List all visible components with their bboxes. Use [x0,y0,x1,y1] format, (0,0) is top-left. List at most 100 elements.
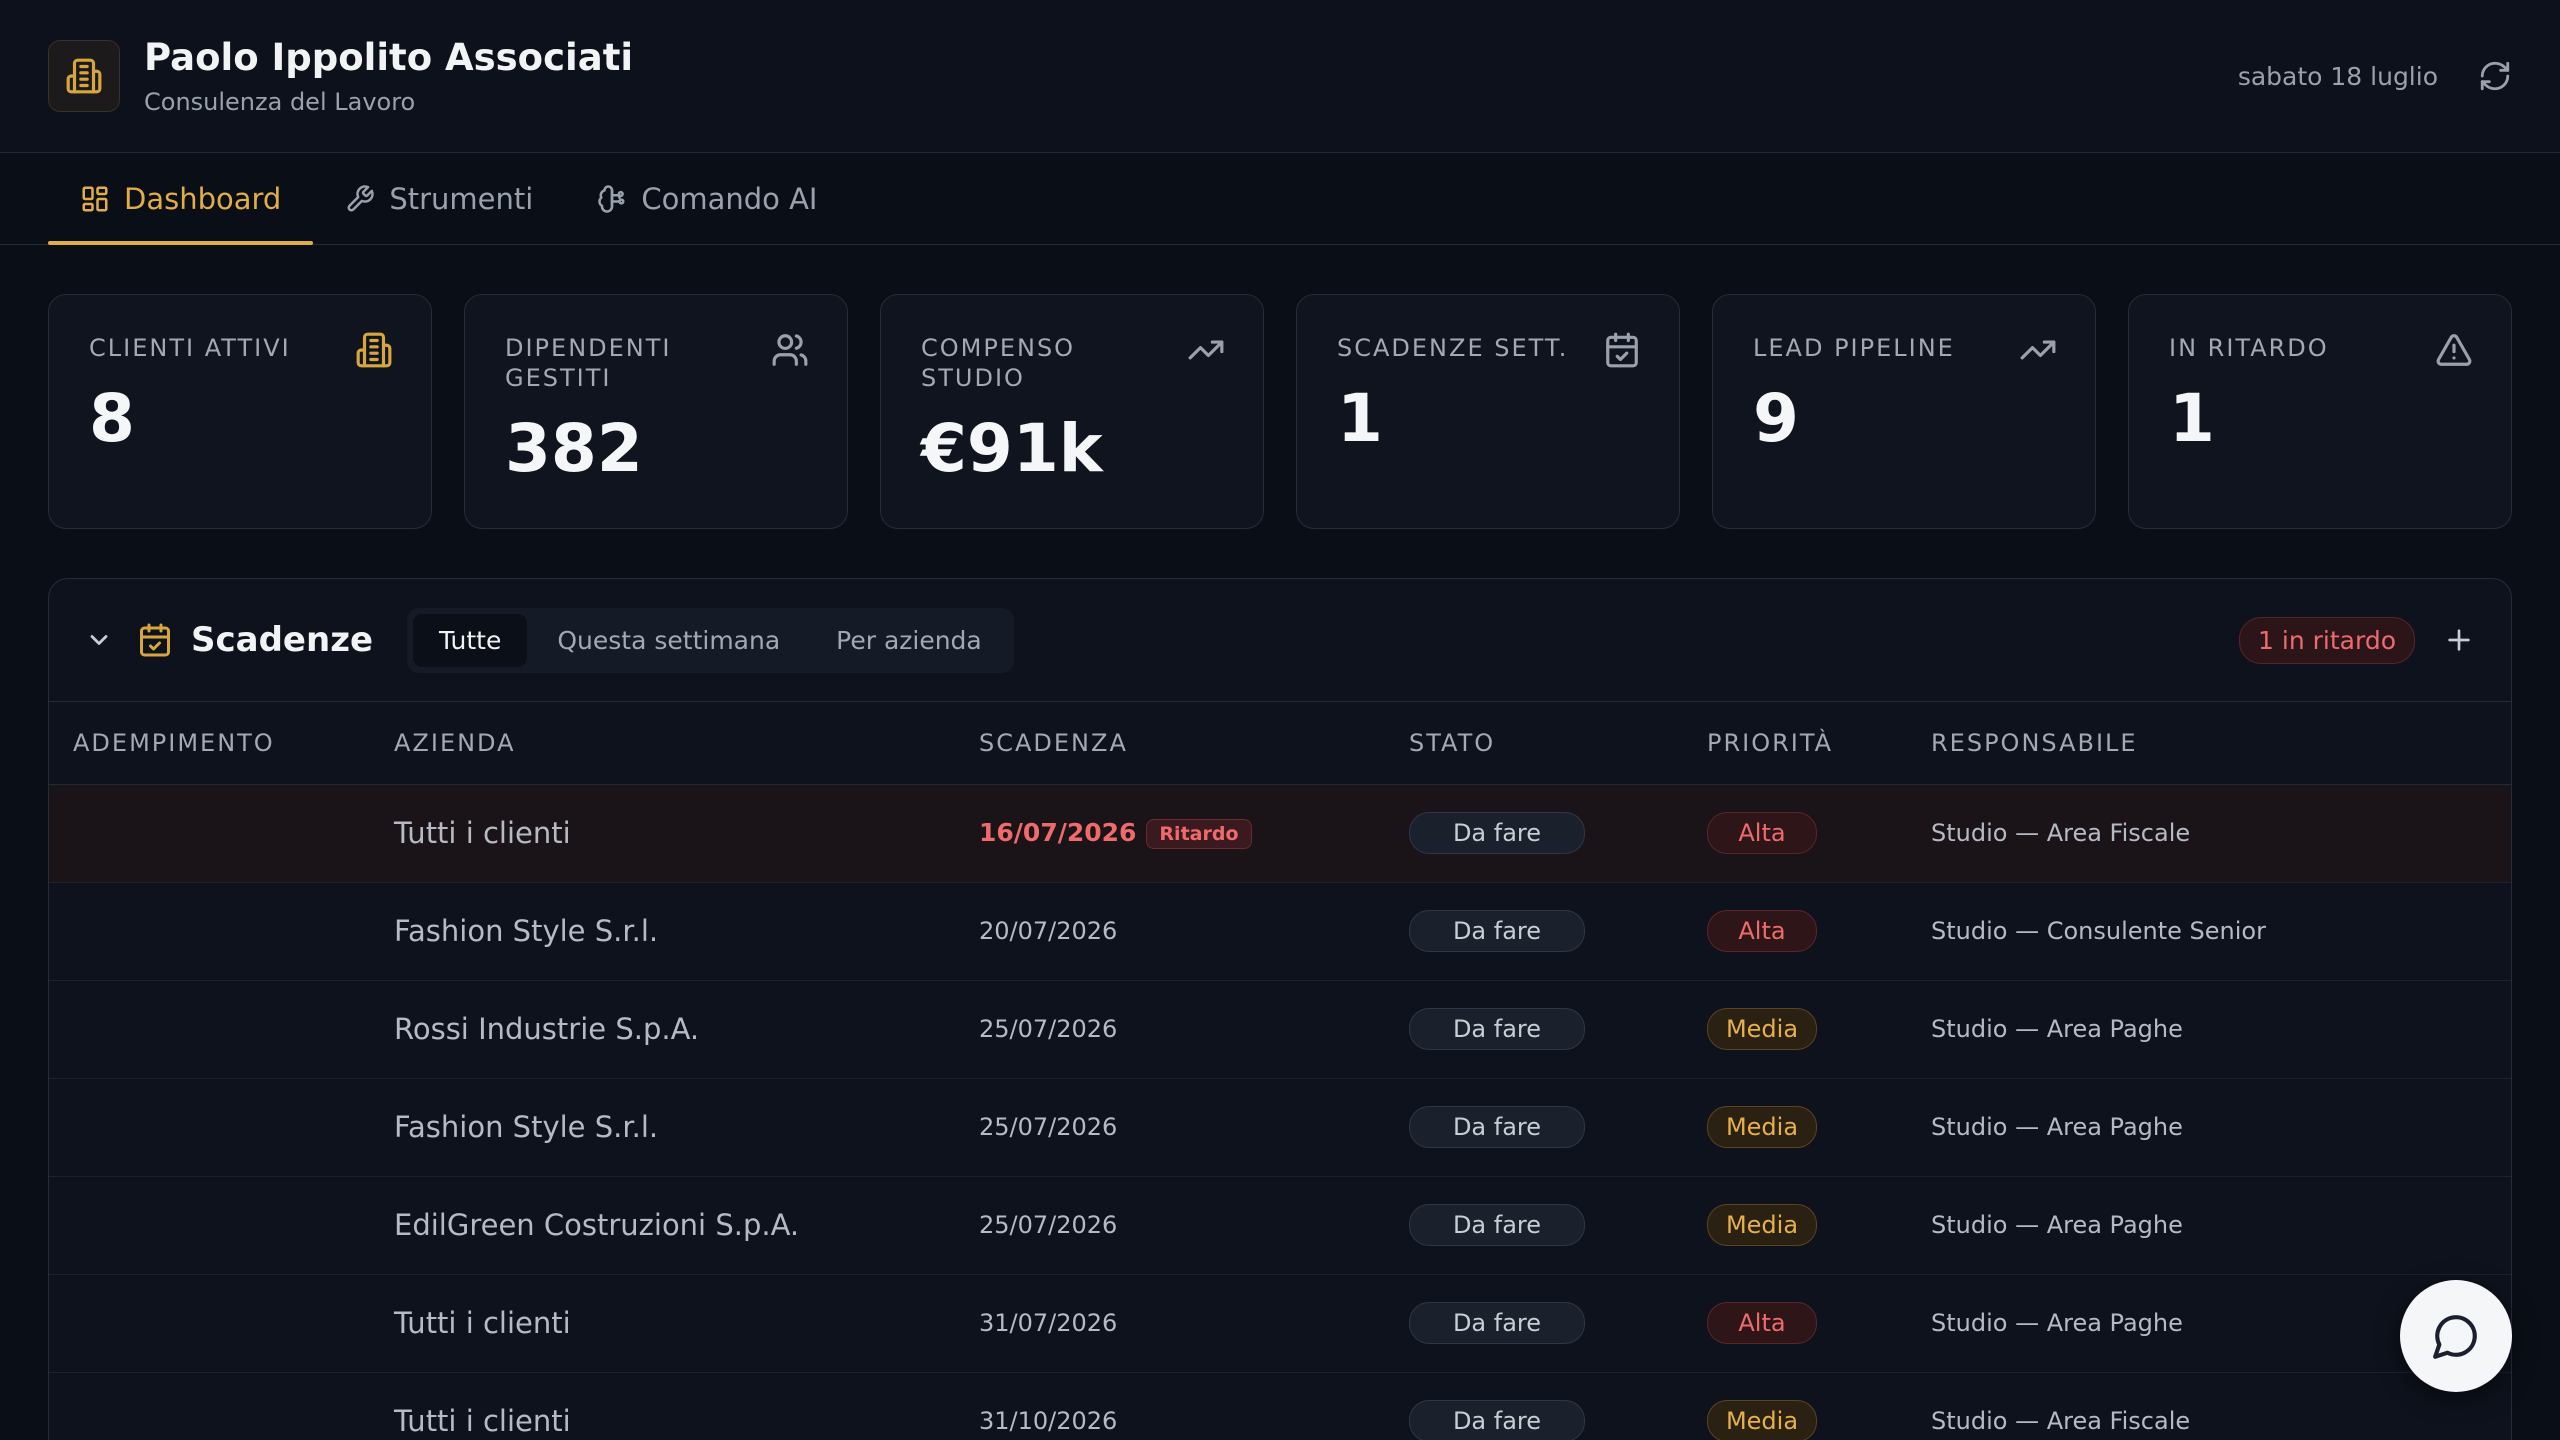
kpi-label: DIPENDENTI GESTITI [505,334,672,392]
app-subtitle: Consulenza del Lavoro [144,88,416,116]
table-row[interactable]: Fashion Style S.r.l. 25/07/2026 Da fare … [49,1078,2511,1177]
kpi-value: 1 [1337,380,1383,457]
cell-scadenza: 25/07/2026 [979,980,1409,1079]
kpi-label: IN RITARDO [2169,334,2329,362]
status-badge[interactable]: Da fare [1409,1204,1585,1246]
filter-questa-settimana[interactable]: Questa settimana [557,625,781,655]
status-badge[interactable]: Da fare [1409,1008,1585,1050]
cell-scadenza: 16/07/2026 Ritardo [979,784,1409,883]
tab-comando-ai[interactable]: Comando AI [565,153,849,244]
column-header-responsabile[interactable]: RESPONSABILE [1931,702,2511,785]
cell-azienda: Tutti i clienti [394,1274,979,1373]
priority-badge: Media [1707,1400,1817,1440]
cell-scadenza: 25/07/2026 [979,1078,1409,1177]
column-header-adempimento[interactable]: ADEMPIMENTO [49,702,394,785]
deadlines-title: Scadenze [191,620,374,660]
tab-label: Comando AI [641,181,818,216]
tab-label: Strumenti [389,181,534,216]
filter-per-azienda[interactable]: Per azienda [836,625,982,655]
status-badge[interactable]: Da fare [1409,1106,1585,1148]
kpi-value: 382 [505,410,643,487]
table-row[interactable]: Tutti i clienti 31/10/2026 Da fare Media… [49,1372,2511,1440]
status-badge[interactable]: Da fare [1409,812,1585,854]
cell-azienda: EdilGreen Costruzioni S.p.A. [394,1176,979,1275]
due-date: 16/07/2026 [979,817,1137,847]
main-tabs: Dashboard Strumenti Comando AI [0,153,2560,245]
filter-tutte[interactable]: Tutte [413,613,528,667]
column-header-stato[interactable]: STATO [1409,702,1707,785]
cell-priorita: Media [1707,1078,1931,1177]
calendar-check-icon [137,622,173,658]
status-badge[interactable]: Da fare [1409,1400,1585,1440]
late-count-badge: 1 in ritardo [2239,616,2415,664]
column-header-priorita[interactable]: PRIORITÀ [1707,702,1931,785]
cell-priorita: Alta [1707,882,1931,981]
cell-responsabile: Studio — Area Paghe [1931,1078,2511,1177]
late-tag: Ritardo [1146,818,1252,849]
priority-badge: Alta [1707,910,1817,952]
brand: Paolo Ippolito Associati Consulenza del … [144,36,633,116]
cell-responsabile: Studio — Area Paghe [1931,980,2511,1079]
status-badge[interactable]: Da fare [1409,1302,1585,1344]
cell-responsabile: Studio — Area Fiscale [1931,1372,2511,1440]
cell-adempimento [49,784,394,883]
building-icon [48,40,120,112]
table-row[interactable]: EdilGreen Costruzioni S.p.A. 25/07/2026 … [49,1176,2511,1275]
cell-stato: Da fare [1409,1176,1707,1275]
chat-button[interactable] [2400,1280,2512,1392]
cell-adempimento [49,980,394,1079]
tab-dashboard[interactable]: Dashboard [48,153,314,245]
kpi-value: €91k [921,410,1103,487]
priority-badge: Alta [1707,1302,1817,1344]
chevron-down-icon[interactable] [85,626,113,654]
cell-stato: Da fare [1409,882,1707,981]
brain-icon [597,184,627,214]
kpi-card-lead-pipeline: LEAD PIPELINE 9 [1712,294,2096,529]
cell-stato: Da fare [1409,1274,1707,1373]
plus-icon[interactable] [2443,624,2475,656]
cell-scadenza: 20/07/2026 [979,882,1409,981]
table-row[interactable]: Fashion Style S.r.l. 20/07/2026 Da fare … [49,882,2511,981]
deadlines-header: Scadenze Tutte Questa settimana Per azie… [49,579,2511,702]
tab-strumenti[interactable]: Strumenti [313,153,565,244]
wrench-icon [345,184,375,214]
kpi-card-clienti-attivi: CLIENTI ATTIVI 8 [48,294,432,529]
kpi-value: 1 [2169,380,2215,457]
table-row[interactable]: Rossi Industrie S.p.A. 25/07/2026 Da far… [49,980,2511,1079]
cell-stato: Da fare [1409,784,1707,883]
cell-azienda: Fashion Style S.r.l. [394,1078,979,1177]
priority-badge: Media [1707,1204,1817,1246]
cell-scadenza: 31/10/2026 [979,1372,1409,1440]
cell-priorita: Alta [1707,1274,1931,1373]
cell-responsabile: Studio — Area Paghe [1931,1176,2511,1275]
calendar-check-icon [1603,331,1641,369]
kpi-label: CLIENTI ATTIVI [89,334,291,362]
kpi-label: COMPENSO STUDIO [921,334,1076,392]
alert-triangle-icon [2435,331,2473,369]
cell-azienda: Fashion Style S.r.l. [394,882,979,981]
cell-stato: Da fare [1409,1372,1707,1440]
cell-adempimento [49,1274,394,1373]
deadlines-panel: Scadenze Tutte Questa settimana Per azie… [48,578,2512,1440]
cell-stato: Da fare [1409,980,1707,1079]
kpi-value: 9 [1753,380,1799,457]
cell-responsabile: Studio — Consulente Senior [1931,882,2511,981]
cell-priorita: Media [1707,1372,1931,1440]
kpi-card-compenso-studio: COMPENSO STUDIO €91k [880,294,1264,529]
cell-adempimento [49,882,394,981]
table-row[interactable]: Tutti i clienti 16/07/2026 Ritardo Da far… [49,784,2511,883]
cell-adempimento [49,1078,394,1177]
table-header-row: ADEMPIMENTO AZIENDA SCADENZA STATO PRIOR… [49,702,2511,785]
grid-icon [80,184,110,214]
cell-priorita: Alta [1707,784,1931,883]
table-row[interactable]: Tutti i clienti 31/07/2026 Da fare Alta … [49,1274,2511,1373]
trending-up-icon [2019,331,2057,369]
current-date: sabato 18 luglio [2237,61,2438,91]
column-header-scadenza[interactable]: SCADENZA [979,702,1409,785]
status-badge[interactable]: Da fare [1409,910,1585,952]
refresh-icon[interactable] [2478,59,2512,93]
cell-priorita: Media [1707,980,1931,1079]
app-header: Paolo Ippolito Associati Consulenza del … [0,0,2560,153]
column-header-azienda[interactable]: AZIENDA [394,702,979,785]
cell-responsabile: Studio — Area Fiscale [1931,784,2511,883]
